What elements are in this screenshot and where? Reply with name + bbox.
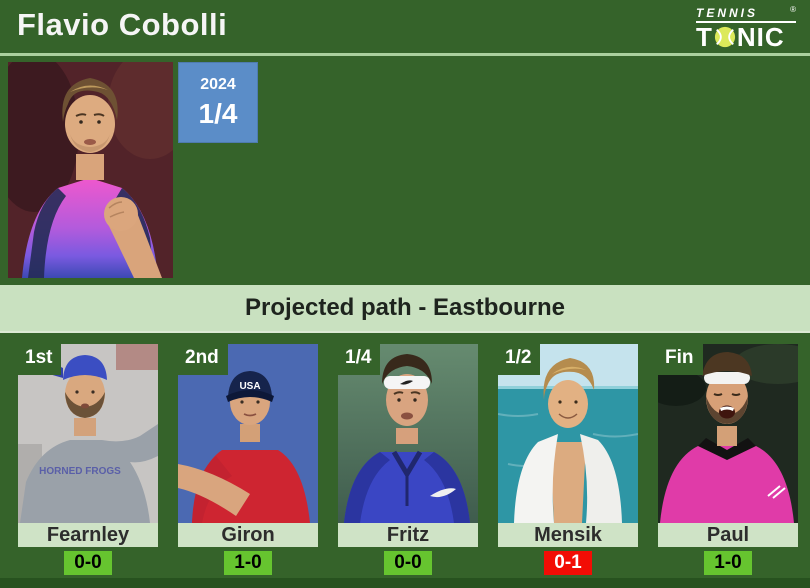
shirt-text: HORNED FROGS <box>39 466 121 477</box>
player-name: Giron <box>178 523 318 547</box>
tennis-ball-icon <box>714 26 735 48</box>
page-title: Flavio Cobolli <box>17 7 228 42</box>
record-badge: 0-0 <box>64 551 112 575</box>
round-label: 1/2 <box>498 344 541 375</box>
tennis-tonic-logo: TENNIS ® T NIC <box>696 6 796 50</box>
round-label: 1st <box>18 344 62 375</box>
player-card-fritz: 1/4 <box>338 344 478 575</box>
player-card-giron: 2nd USA Giron 1-0 <box>178 344 318 575</box>
logo-tonic-prefix: T <box>696 22 713 52</box>
logo-tonic-suffix: NIC <box>736 22 785 52</box>
banner-separator <box>0 53 810 56</box>
top-banner: Flavio Cobolli TENNIS ® T NIC <box>0 0 810 53</box>
player-card-mensik: 1/2 Mensik 0-1 <box>498 344 638 575</box>
player-name: Fritz <box>338 523 478 547</box>
paul-photo: Fin <box>658 344 798 523</box>
player-name: Fearnley <box>18 523 158 547</box>
player-name: Mensik <box>498 523 638 547</box>
year-result-box: 2024 1/4 <box>178 62 258 143</box>
mensik-photo: 1/2 <box>498 344 638 523</box>
registered-mark: ® <box>790 5 796 14</box>
giron-photo: 2nd USA <box>178 344 318 523</box>
round-label: 2nd <box>178 344 228 375</box>
section-title: Projected path - Eastbourne <box>244 294 566 321</box>
year-round-result: 1/4 <box>198 97 238 129</box>
round-label: Fin <box>658 344 703 375</box>
record-badge: 0-0 <box>384 551 432 575</box>
round-label: 1/4 <box>338 344 381 375</box>
fritz-photo: 1/4 <box>338 344 478 523</box>
player-name: Paul <box>658 523 798 547</box>
cobolli-photo <box>8 62 173 278</box>
player-card-fearnley: 1st HORNED FROGS Fearnley 0-0 <box>18 344 158 575</box>
record-badge: 1-0 <box>704 551 752 575</box>
logo-tennis-text: TENNIS <box>696 6 759 20</box>
fearnley-photo: 1st HORNED FROGS <box>18 344 158 523</box>
player-card-paul: Fin Paul 1-0 <box>658 344 798 575</box>
record-badge: 0-1 <box>544 551 592 575</box>
cap-text: USA <box>239 381 260 392</box>
bottom-strip <box>0 578 810 588</box>
year-label: 2024 <box>200 75 236 93</box>
record-badge: 1-0 <box>224 551 272 575</box>
section-header: Projected path - Eastbourne <box>0 285 810 333</box>
